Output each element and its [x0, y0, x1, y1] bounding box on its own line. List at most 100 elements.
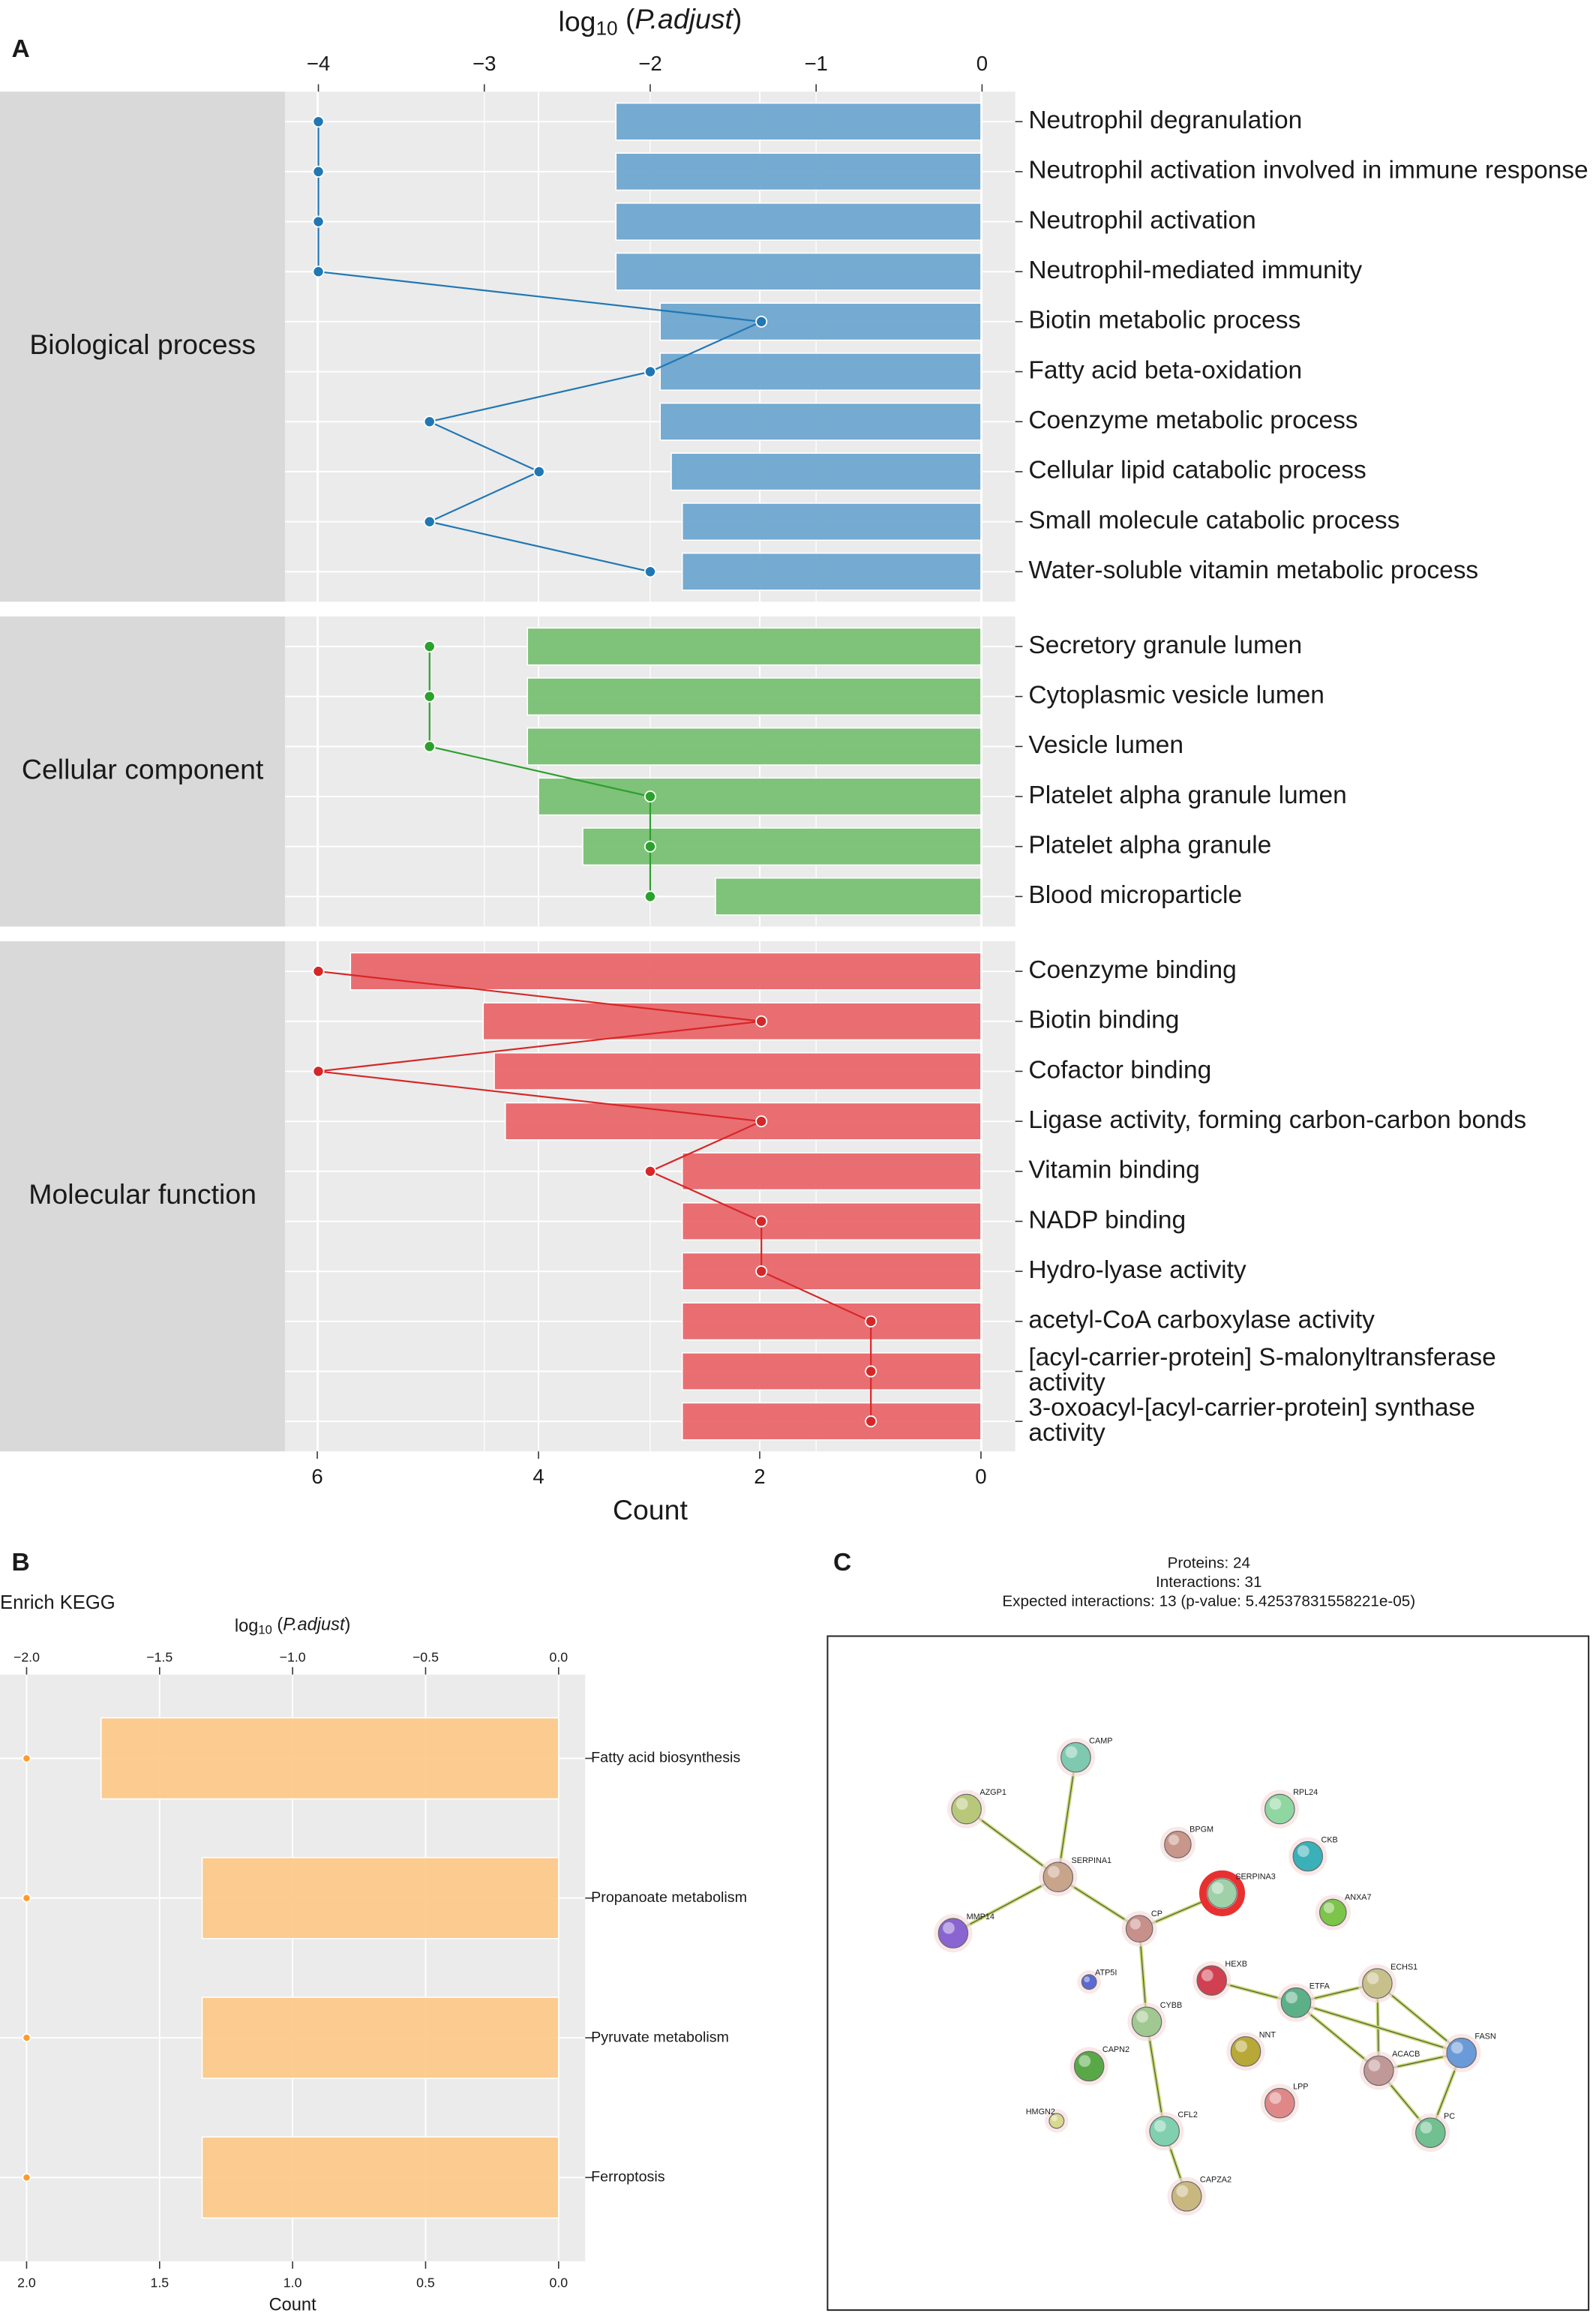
- x2-tick-label: −4: [307, 52, 330, 75]
- bar: [715, 877, 982, 916]
- facet: Cellular component Secretory granule lume…: [0, 616, 1347, 927]
- node-label: LPP: [1293, 2082, 1308, 2091]
- point: [22, 2173, 32, 2182]
- node-label: RPL24: [1293, 1788, 1318, 1797]
- bar: [494, 1052, 982, 1090]
- x-tick-label: 2: [754, 1465, 765, 1488]
- node: [1362, 1968, 1393, 1999]
- bar: [681, 502, 982, 542]
- node-shine: [1130, 1918, 1141, 1930]
- x2-axis-title: log10 (P.adjust): [559, 3, 742, 39]
- bar: [670, 452, 982, 491]
- chart-title: Enrich KEGG: [0, 1592, 116, 1613]
- bar: [582, 827, 982, 866]
- node-label: ETFA: [1310, 1982, 1330, 1990]
- node-label: SERPINA3: [1235, 1873, 1276, 1882]
- x-tick-label: 2.0: [17, 2275, 36, 2290]
- y-tick-label: Neutrophil-mediated immunity: [1028, 256, 1362, 284]
- y-tick-label: Pyruvate metabolism: [591, 2029, 729, 2045]
- node-shine: [1211, 1882, 1224, 1894]
- node: [1125, 1915, 1154, 1943]
- facet-strip: [0, 92, 286, 602]
- bar: [681, 552, 982, 591]
- x2-tick-label: −2.0: [14, 1650, 40, 1665]
- point: [755, 1215, 768, 1228]
- node: [1060, 1742, 1091, 1773]
- y-tick-label: Hydro-lyase activity: [1028, 1256, 1246, 1284]
- y-tick-label: Platelet alpha granule: [1028, 832, 1271, 860]
- node: [1149, 2116, 1180, 2146]
- y-tick-label: Propanoate metabolism: [591, 1889, 747, 1906]
- point: [644, 790, 656, 802]
- x2-tick-label: 0: [976, 52, 988, 75]
- point: [755, 1265, 768, 1278]
- x-tick-label: 0.5: [416, 2275, 435, 2290]
- y-tick-label: Platelet alpha granule lumen: [1028, 782, 1346, 809]
- node-shine: [1065, 1746, 1078, 1759]
- x2-tick-label: −1: [804, 52, 827, 75]
- bar: [659, 402, 982, 441]
- line: [318, 970, 872, 1422]
- point: [312, 165, 325, 178]
- y-tick-label: Cellular lipid catabolic process: [1028, 457, 1366, 484]
- line: [317, 122, 765, 573]
- node-label: AZGP1: [980, 1788, 1006, 1797]
- node-label: CFL2: [1178, 2110, 1197, 2120]
- facet-label: Molecular function: [28, 1178, 256, 1210]
- node: [1196, 1965, 1227, 1996]
- x2-tick-label: −1.0: [280, 1650, 306, 1665]
- y-tick-label: Cofactor binding: [1028, 1056, 1211, 1084]
- facet-strip: [0, 941, 286, 1452]
- bar: [615, 202, 982, 241]
- facet-label: Cellular component: [22, 754, 264, 785]
- point: [312, 116, 325, 128]
- node-shine: [1269, 2092, 1282, 2104]
- facet: Biological process Neutrophil degranulati…: [0, 92, 1588, 602]
- point: [312, 965, 325, 978]
- node-shine: [1168, 1834, 1180, 1846]
- node-shine: [1078, 2055, 1091, 2067]
- node-shine: [1154, 2120, 1166, 2132]
- y-tick-label: Coenzyme metabolic process: [1028, 406, 1358, 434]
- network-edge: [952, 1876, 1059, 1934]
- x-tick-label: 0.0: [549, 2275, 568, 2290]
- x2-tick-label: −3: [472, 52, 496, 75]
- point: [22, 1893, 32, 1903]
- point: [644, 566, 656, 578]
- node: [1292, 1840, 1324, 1872]
- node: [1415, 2117, 1446, 2148]
- point: [423, 515, 436, 528]
- point: [865, 1365, 878, 1378]
- node: [1042, 1862, 1074, 1893]
- y-tick-label: Cytoplasmic vesicle lumen: [1028, 682, 1324, 710]
- point: [423, 740, 436, 753]
- node-label: ECHS1: [1390, 1963, 1418, 1972]
- y-tick-label: Blood microparticle: [1028, 881, 1242, 909]
- node: [1131, 2006, 1162, 2038]
- bar: [681, 1352, 982, 1390]
- node: [951, 1793, 982, 1825]
- node: [1264, 2087, 1295, 2119]
- x2-tick-label: 0.0: [549, 1650, 568, 1665]
- bar: [615, 252, 982, 291]
- bar: [615, 102, 982, 141]
- node-shine: [1136, 2011, 1148, 2023]
- y-tick-label: [acyl-carrier-protein] S-malonyltransfer…: [1028, 1344, 1503, 1397]
- node: [1081, 1974, 1097, 1990]
- node-label: CKB: [1322, 1835, 1338, 1844]
- node: [1164, 1831, 1192, 1858]
- node-shine: [1286, 1991, 1298, 2004]
- point: [532, 465, 545, 478]
- node: [1073, 2050, 1105, 2082]
- point: [423, 640, 436, 652]
- panel-label: C: [833, 1549, 851, 1576]
- y-tick-label: Biotin metabolic process: [1028, 307, 1300, 334]
- bar: [681, 1302, 982, 1341]
- point: [312, 266, 325, 278]
- node-label: ACACB: [1392, 2050, 1420, 2059]
- bar: [681, 1202, 982, 1240]
- y-tick-label: Neutrophil degranulation: [1028, 106, 1302, 134]
- network-header: Proteins: 24: [1168, 1554, 1250, 1571]
- point: [644, 1165, 656, 1178]
